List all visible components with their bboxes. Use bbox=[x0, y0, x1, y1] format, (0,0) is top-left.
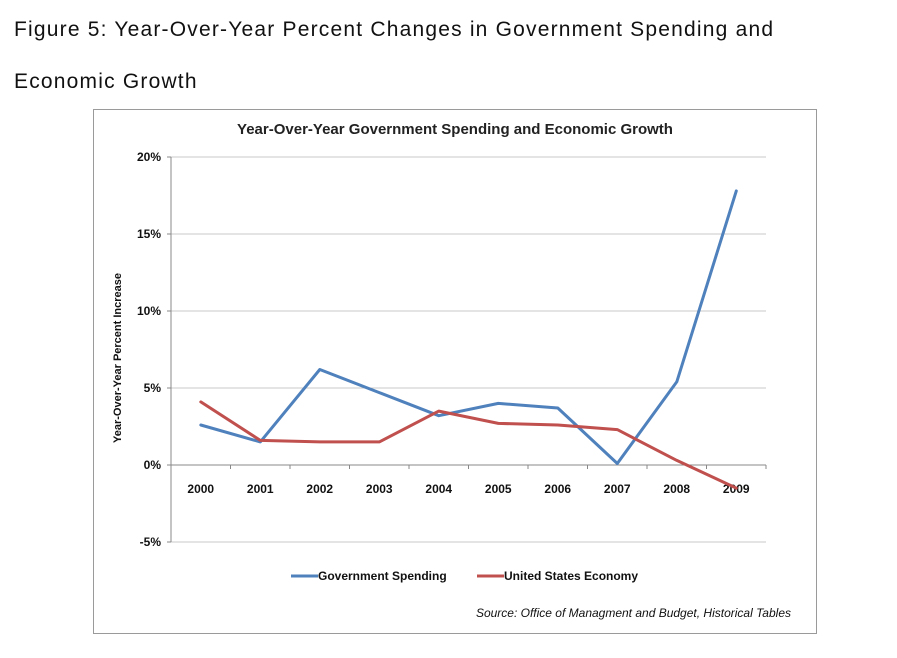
y-axis-label: Year-Over-Year Percent Increase bbox=[112, 273, 124, 443]
series-line-1 bbox=[199, 400, 738, 490]
x-tick-label: 2003 bbox=[366, 482, 393, 496]
x-tick-label: 2004 bbox=[425, 482, 452, 496]
x-tick-label: 2002 bbox=[306, 482, 333, 496]
x-tick-label: 2005 bbox=[485, 482, 512, 496]
y-tick-label: 20% bbox=[137, 150, 161, 164]
series-lines bbox=[199, 189, 738, 490]
x-tick-label: 2000 bbox=[187, 482, 214, 496]
figure-caption: Figure 5: Year-Over-Year Percent Changes… bbox=[14, 18, 775, 93]
y-tick-label: -5% bbox=[140, 535, 162, 549]
y-tick-label: 5% bbox=[144, 381, 162, 395]
y-tick-labels: 20% 15% 10% 5% 0% -5% bbox=[137, 150, 161, 549]
legend-label: United States Economy bbox=[504, 569, 638, 583]
y-tick-label: 15% bbox=[137, 227, 161, 241]
line-chart: Year-Over-Year Government Spending and E… bbox=[112, 121, 791, 620]
y-tick-label: 0% bbox=[144, 458, 162, 472]
y-tick-label: 10% bbox=[137, 304, 161, 318]
x-tick-labels: 2000 2001 2002 2003 2004 2005 2006 2007 2008 2009 bbox=[187, 482, 750, 496]
legend-label: Government Spending bbox=[318, 569, 447, 583]
gridlines bbox=[167, 156, 767, 543]
x-tick-label: 2007 bbox=[604, 482, 631, 496]
chart-title: Year-Over-Year Government Spending and E… bbox=[237, 121, 673, 138]
legend: Government Spending United States Economy bbox=[291, 569, 638, 583]
x-tick-label: 2001 bbox=[247, 482, 274, 496]
x-tick-label: 2008 bbox=[663, 482, 690, 496]
x-tick-label: 2006 bbox=[544, 482, 571, 496]
chart-frame: Year-Over-Year Government Spending and E… bbox=[93, 109, 817, 634]
source-note: Source: Office of Managment and Budget, … bbox=[476, 606, 791, 620]
series-line-0 bbox=[199, 189, 738, 465]
